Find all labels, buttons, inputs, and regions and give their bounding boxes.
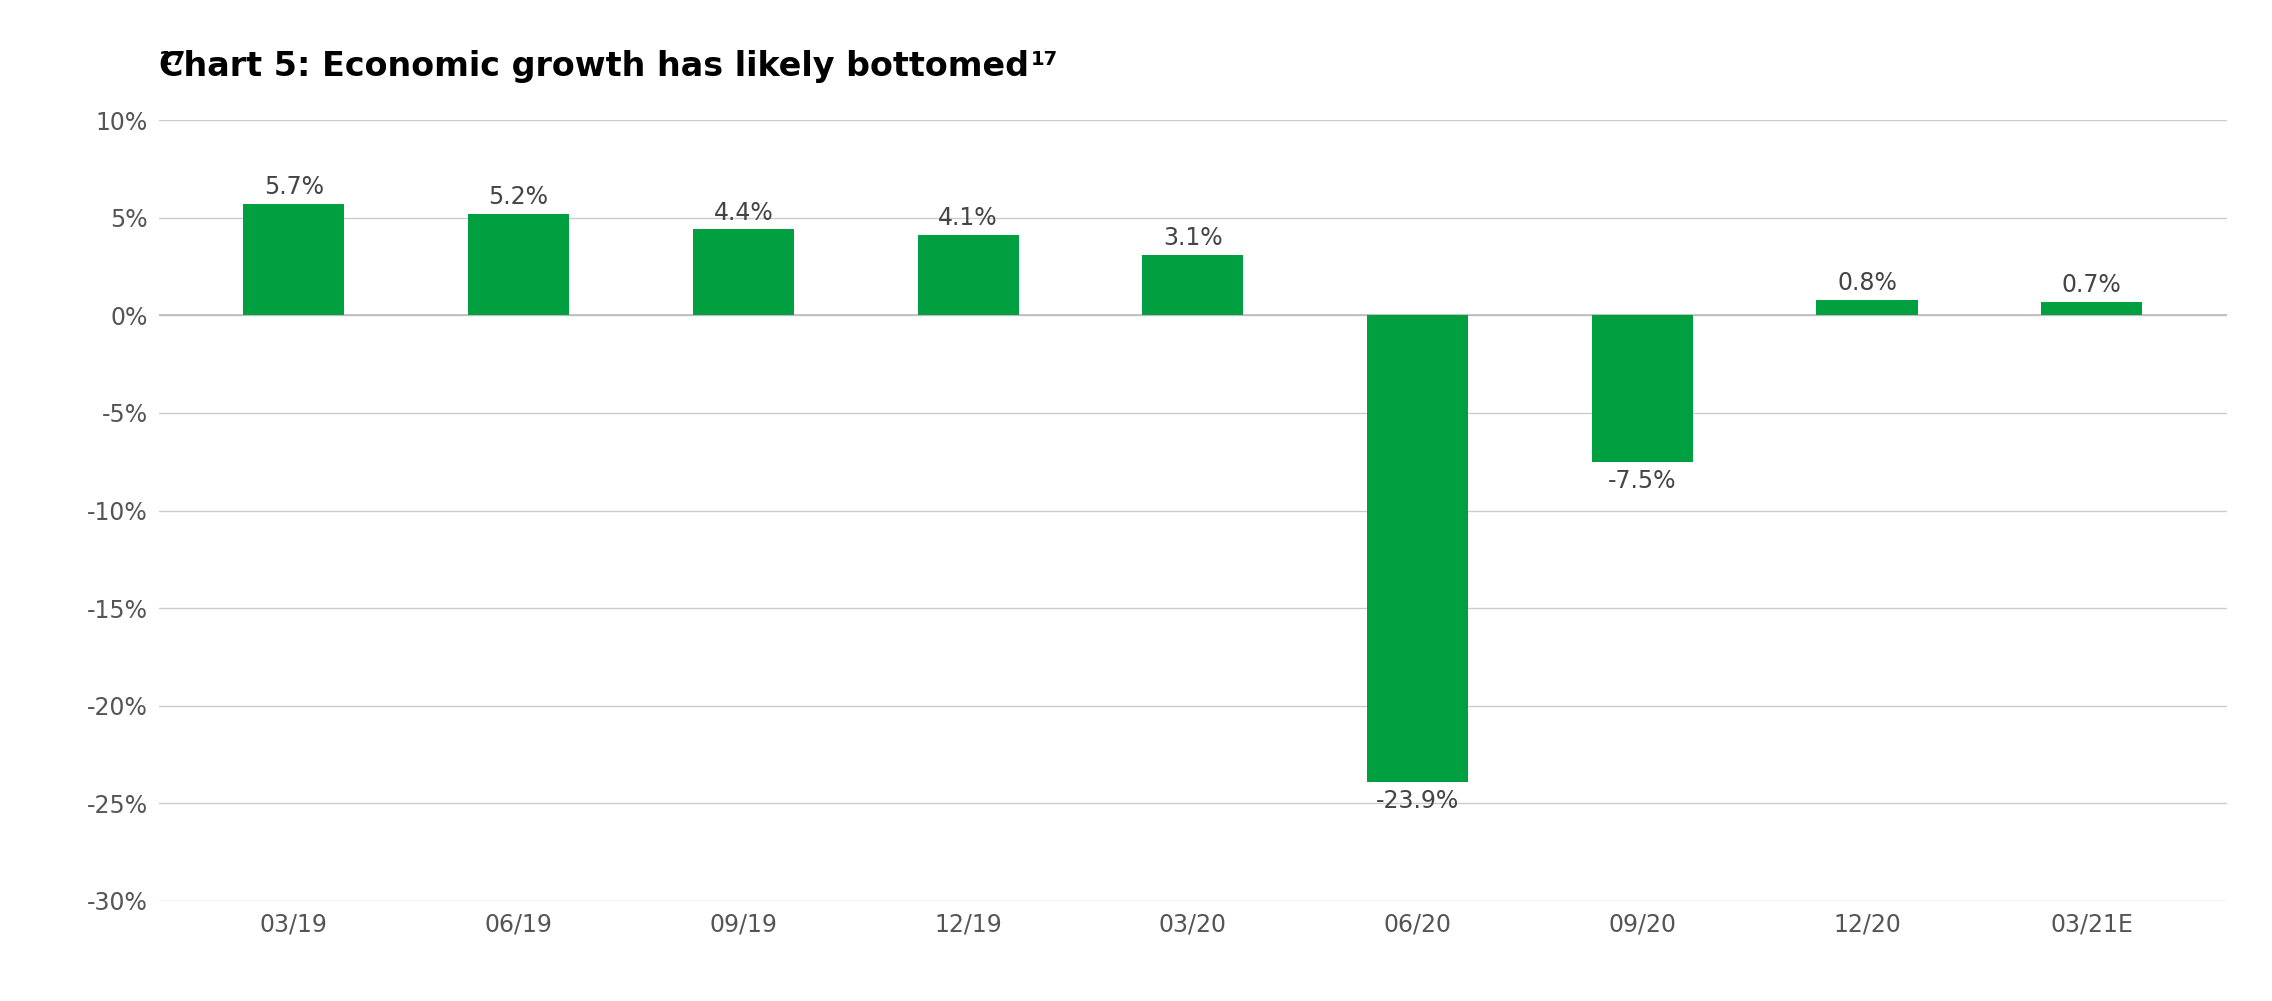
Text: 5.2%: 5.2% (488, 185, 548, 209)
Text: 0.7%: 0.7% (2063, 272, 2122, 296)
Text: 17: 17 (159, 50, 186, 69)
Text: 17: 17 (1031, 50, 1059, 69)
Bar (243, 204, 345, 315)
Text: 3.1%: 3.1% (1163, 226, 1222, 250)
Text: 0.8%: 0.8% (1838, 271, 1897, 295)
Bar (1368, 315, 1468, 782)
Text: -23.9%: -23.9% (1377, 789, 1459, 813)
Text: 4.1%: 4.1% (938, 206, 997, 230)
Bar (2040, 301, 2142, 315)
Text: Chart 5: Economic growth has likely bottomed: Chart 5: Economic growth has likely bott… (159, 50, 1029, 83)
Bar (693, 229, 793, 315)
Text: 4.4%: 4.4% (713, 200, 772, 224)
Bar (1815, 299, 1918, 315)
Text: 5.7%: 5.7% (264, 175, 325, 199)
Bar (918, 235, 1018, 315)
Bar (1143, 255, 1243, 315)
Text: -7.5%: -7.5% (1609, 468, 1677, 492)
Bar (468, 214, 570, 315)
Bar (1593, 315, 1693, 461)
